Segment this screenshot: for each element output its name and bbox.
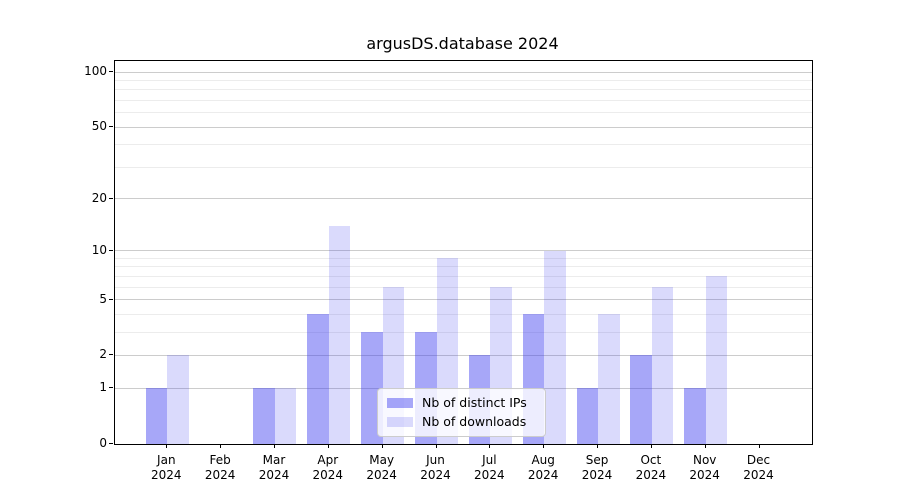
gridline-minor-3: [115, 331, 812, 333]
x-tick-label-mar: Mar 2024: [258, 453, 290, 482]
gridline-minor-80: [115, 89, 812, 91]
y-tick-mark-20: [109, 197, 113, 199]
bar-distinct-ips-mar: [253, 388, 275, 444]
x-tick-label-jun: Jun 2024: [420, 453, 451, 482]
x-tick-label-jul: Jul 2024: [474, 453, 505, 482]
gridline-minor-9: [115, 257, 812, 259]
gridline-major-50: [115, 126, 812, 128]
x-tick-label-jan: Jan 2024: [151, 453, 182, 482]
x-tick-mark-oct: [650, 444, 652, 448]
legend-swatch-downloads: [387, 417, 413, 427]
y-tick-label-1: 1: [99, 380, 107, 395]
y-tick-mark-5: [109, 298, 113, 300]
y-tick-label-20: 20: [91, 190, 107, 205]
x-tick-mark-mar: [273, 444, 275, 448]
y-tick-mark-100: [109, 71, 113, 73]
y-tick-label-0: 0: [99, 436, 107, 450]
legend-item-downloads: Nb of downloads: [387, 415, 536, 429]
x-tick-mark-apr: [327, 444, 329, 448]
y-tick-mark-10: [109, 249, 113, 251]
y-tick-label-5: 5: [99, 291, 107, 306]
gridline-minor-8: [115, 266, 812, 268]
bar-downloads-apr: [328, 225, 351, 444]
legend-swatch-distinct-ips: [387, 398, 413, 408]
x-tick-label-dec: Dec 2024: [743, 453, 774, 482]
bar-downloads-aug: [544, 250, 566, 444]
x-tick-mark-jun: [435, 444, 437, 448]
gridline-major-10: [115, 250, 812, 252]
bar-downloads-mar: [274, 388, 297, 444]
bar-downloads-jan: [167, 355, 189, 444]
y-tick-label-10: 10: [91, 242, 107, 257]
gridline-minor-90: [115, 80, 812, 82]
y-tick-mark-0: [109, 443, 113, 444]
bar-distinct-ips-jan: [145, 388, 168, 444]
y-tick-mark-50: [109, 126, 113, 128]
gridline-minor-30: [115, 166, 812, 168]
y-tick-mark-2: [109, 354, 113, 356]
gridline-minor-70: [115, 100, 812, 102]
gridline-minor-60: [115, 112, 812, 114]
x-tick-mark-nov: [704, 444, 706, 448]
x-tick-mark-jul: [489, 444, 491, 448]
y-tick-label-50: 50: [91, 119, 107, 134]
gridline-major-2: [115, 354, 812, 356]
gridline-major-5: [115, 299, 812, 301]
x-tick-mark-sep: [597, 444, 599, 448]
x-tick-mark-jan: [166, 444, 168, 448]
bar-downloads-sep: [598, 314, 620, 444]
legend-item-distinct-ips: Nb of distinct IPs: [387, 396, 536, 410]
gridline-major-20: [115, 198, 812, 200]
x-tick-label-feb: Feb 2024: [204, 453, 236, 482]
legend-label-downloads: Nb of downloads: [422, 414, 527, 429]
bar-distinct-ips-apr: [307, 314, 329, 444]
legend-label-distinct-ips: Nb of distinct IPs: [422, 395, 527, 410]
plot-area: [114, 60, 813, 445]
x-tick-label-aug: Aug 2024: [527, 453, 559, 482]
gridline-minor-7: [115, 275, 812, 277]
bar-downloads-oct: [651, 287, 674, 444]
y-tick-label-2: 2: [99, 347, 107, 362]
x-tick-mark-may: [381, 444, 383, 448]
x-tick-label-apr: Apr 2024: [312, 453, 344, 482]
x-tick-label-oct: Oct 2024: [635, 453, 667, 482]
gridline-minor-4: [115, 313, 812, 315]
bar-distinct-ips-sep: [576, 388, 599, 444]
bar-distinct-ips-oct: [630, 355, 652, 444]
y-tick-mark-1: [109, 387, 113, 389]
gridline-minor-6: [115, 286, 812, 288]
gridline-major-100: [115, 71, 812, 73]
bar-downloads-nov: [705, 276, 728, 444]
y-tick-label-100: 100: [84, 64, 107, 79]
x-tick-label-may: May 2024: [366, 453, 397, 482]
legend: Nb of distinct IPs Nb of downloads: [377, 388, 546, 437]
x-tick-mark-dec: [758, 444, 760, 448]
x-tick-mark-aug: [543, 444, 545, 448]
bar-distinct-ips-nov: [684, 388, 706, 444]
chart-title: argusDS.database 2024: [366, 34, 559, 53]
gridline-minor-40: [115, 144, 812, 146]
x-tick-mark-feb: [220, 444, 222, 448]
x-tick-label-nov: Nov 2024: [689, 453, 720, 482]
x-tick-label-sep: Sep 2024: [581, 453, 613, 482]
